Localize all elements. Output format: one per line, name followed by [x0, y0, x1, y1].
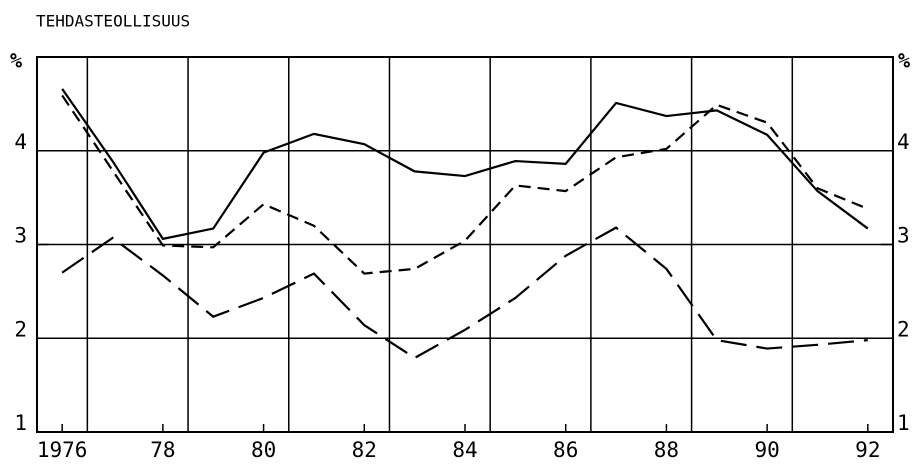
x-tick-label: 86 — [553, 438, 578, 462]
y-tick-label-right: 2 — [897, 317, 910, 341]
x-tick-label: 78 — [150, 438, 175, 462]
series-line — [61, 94, 869, 275]
series-line — [61, 88, 869, 241]
y-tick-label: 3 — [14, 224, 27, 248]
y-tick-label: 2 — [14, 317, 27, 341]
y-axis-label: % — [10, 49, 22, 73]
y-tick-label-right: 1 — [897, 411, 910, 435]
chart-title: TEHDASTEOLLISUUS — [36, 12, 190, 31]
x-tick-label: 90 — [754, 438, 779, 462]
x-tick-label: 82 — [352, 438, 377, 462]
y-tick-label: 4 — [14, 130, 27, 154]
x-tick-label: 1976 — [37, 438, 88, 462]
series-line — [61, 226, 868, 360]
y-axis-label-right: % — [898, 49, 910, 73]
x-tick-label: 88 — [654, 438, 679, 462]
x-tick-label: 80 — [251, 438, 276, 462]
y-tick-label-right: 3 — [897, 224, 910, 248]
y-tick-label: 1 — [14, 411, 27, 435]
y-tick-label-right: 4 — [897, 130, 910, 154]
x-tick-label: 92 — [855, 438, 880, 462]
x-tick-label: 84 — [452, 438, 477, 462]
